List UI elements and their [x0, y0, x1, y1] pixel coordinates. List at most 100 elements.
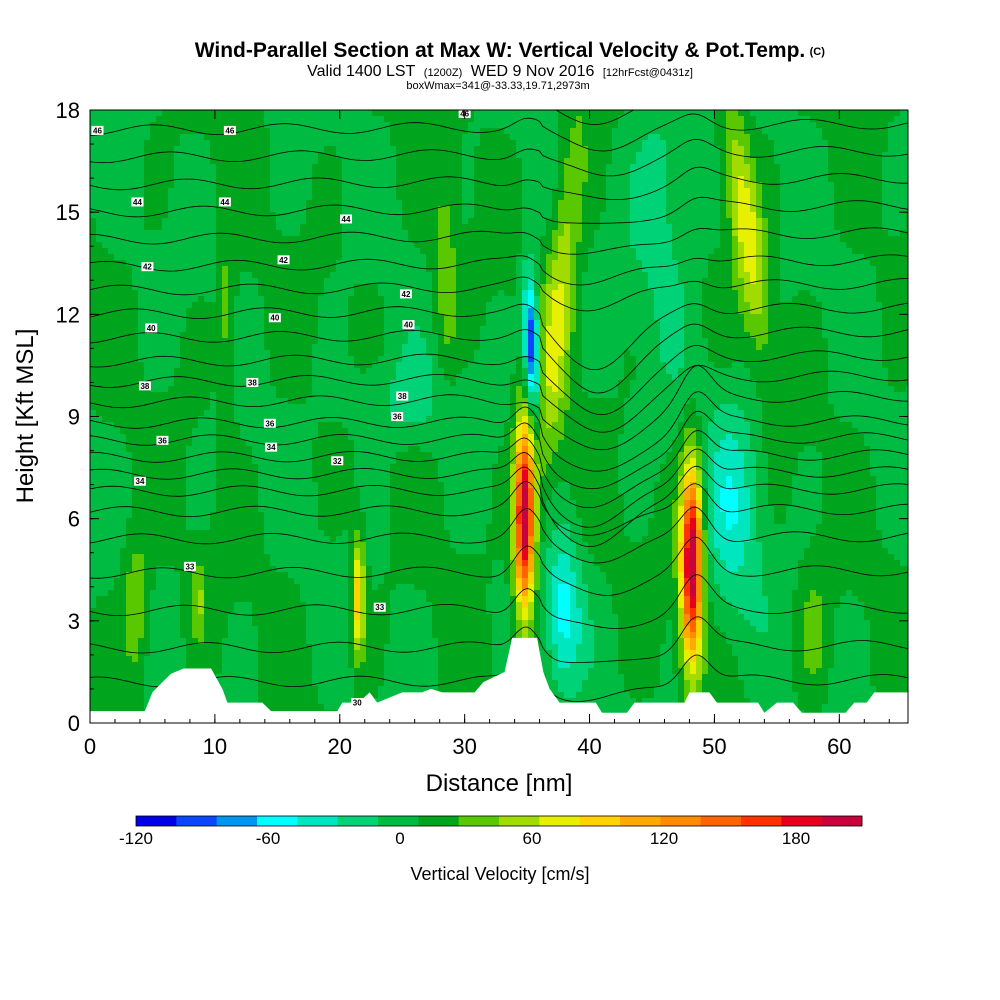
w-field-cell — [876, 296, 883, 303]
w-field-cell — [264, 260, 271, 267]
w-field-cell — [96, 290, 103, 297]
w-field-cell — [162, 266, 169, 273]
w-field-cell — [390, 296, 397, 303]
w-field-cell — [732, 248, 739, 255]
w-field-cell — [756, 128, 763, 135]
w-field-cell — [330, 194, 337, 201]
w-field-cell — [648, 224, 655, 231]
w-field-cell — [588, 212, 595, 219]
w-field-cell — [906, 122, 908, 129]
w-field-cell — [354, 206, 361, 213]
w-field-cell — [558, 176, 565, 183]
w-field-cell — [642, 314, 649, 321]
w-field-cell — [414, 296, 421, 303]
w-field-cell — [162, 290, 169, 297]
w-field-cell — [696, 260, 703, 267]
w-field-cell — [804, 110, 811, 117]
w-field-cell — [456, 158, 463, 165]
w-field-cell — [624, 122, 631, 129]
w-field-cell — [690, 140, 697, 147]
w-field-cell — [834, 230, 841, 237]
w-field-cell — [132, 278, 139, 285]
w-field-cell — [246, 212, 253, 219]
w-field-cell — [96, 122, 103, 129]
w-field-cell — [552, 116, 559, 123]
w-field-cell — [468, 290, 475, 297]
w-field-cell — [96, 206, 103, 213]
w-field-cell — [468, 242, 475, 249]
w-field-cell — [324, 212, 331, 219]
w-field-cell — [144, 188, 151, 195]
w-field-cell — [708, 290, 715, 297]
w-field-cell — [528, 296, 535, 303]
w-field-cell — [288, 176, 295, 183]
w-field-cell — [168, 230, 175, 237]
w-field-cell — [684, 122, 691, 129]
w-field-cell — [252, 188, 259, 195]
w-field-cell — [690, 176, 697, 183]
w-field-cell — [612, 176, 619, 183]
w-field-cell — [792, 266, 799, 273]
w-field-cell — [768, 230, 775, 237]
w-field-cell — [480, 200, 487, 207]
w-field-cell — [810, 296, 817, 303]
w-field-cell — [576, 128, 583, 135]
w-field-cell — [858, 224, 865, 231]
w-field-cell — [414, 326, 421, 333]
w-field-cell — [792, 236, 799, 243]
w-field-cell — [408, 146, 415, 153]
w-field-cell — [792, 152, 799, 159]
w-field-cell — [492, 230, 499, 237]
w-field-cell — [342, 146, 349, 153]
w-field-cell — [228, 272, 235, 279]
w-field-cell — [360, 170, 367, 177]
w-field-cell — [330, 272, 337, 279]
w-field-cell — [768, 152, 775, 159]
w-field-cell — [480, 158, 487, 165]
w-field-cell — [348, 308, 355, 315]
w-field-cell — [582, 206, 589, 213]
w-field-cell — [810, 308, 817, 315]
w-field-cell — [306, 230, 313, 237]
w-field-cell — [186, 254, 193, 261]
w-field-cell — [252, 128, 259, 135]
w-field-cell — [348, 260, 355, 267]
w-field-cell — [534, 146, 541, 153]
w-field-cell — [564, 224, 571, 231]
w-field-cell — [804, 194, 811, 201]
w-field-cell — [354, 254, 361, 261]
w-field-cell — [402, 242, 409, 249]
w-field-cell — [294, 284, 301, 291]
w-field-cell — [342, 164, 349, 171]
w-field-cell — [822, 308, 829, 315]
w-field-cell — [462, 248, 469, 255]
w-field-cell — [282, 248, 289, 255]
w-field-cell — [510, 140, 517, 147]
w-field-cell — [438, 302, 445, 309]
w-field-cell — [732, 230, 739, 237]
w-field-cell — [234, 116, 241, 123]
w-field-cell — [876, 158, 883, 165]
w-field-cell — [372, 266, 379, 273]
w-field-cell — [888, 290, 895, 297]
w-field-cell — [420, 218, 427, 225]
w-field-cell — [222, 296, 229, 303]
w-field-cell — [438, 176, 445, 183]
w-field-cell — [318, 224, 325, 231]
w-field-cell — [156, 284, 163, 291]
w-field-cell — [174, 170, 181, 177]
w-field-cell — [438, 230, 445, 237]
w-field-cell — [462, 182, 469, 189]
w-field-cell — [258, 200, 265, 207]
w-field-cell — [504, 176, 511, 183]
w-field-cell — [444, 140, 451, 147]
w-field-cell — [882, 188, 889, 195]
w-field-cell — [504, 284, 511, 291]
w-field-cell — [558, 134, 565, 141]
w-field-cell — [192, 236, 199, 243]
w-field-cell — [774, 308, 781, 315]
w-field-cell — [150, 182, 157, 189]
w-field-cell — [726, 260, 733, 267]
w-field-cell — [702, 206, 709, 213]
w-field-cell — [810, 272, 817, 279]
